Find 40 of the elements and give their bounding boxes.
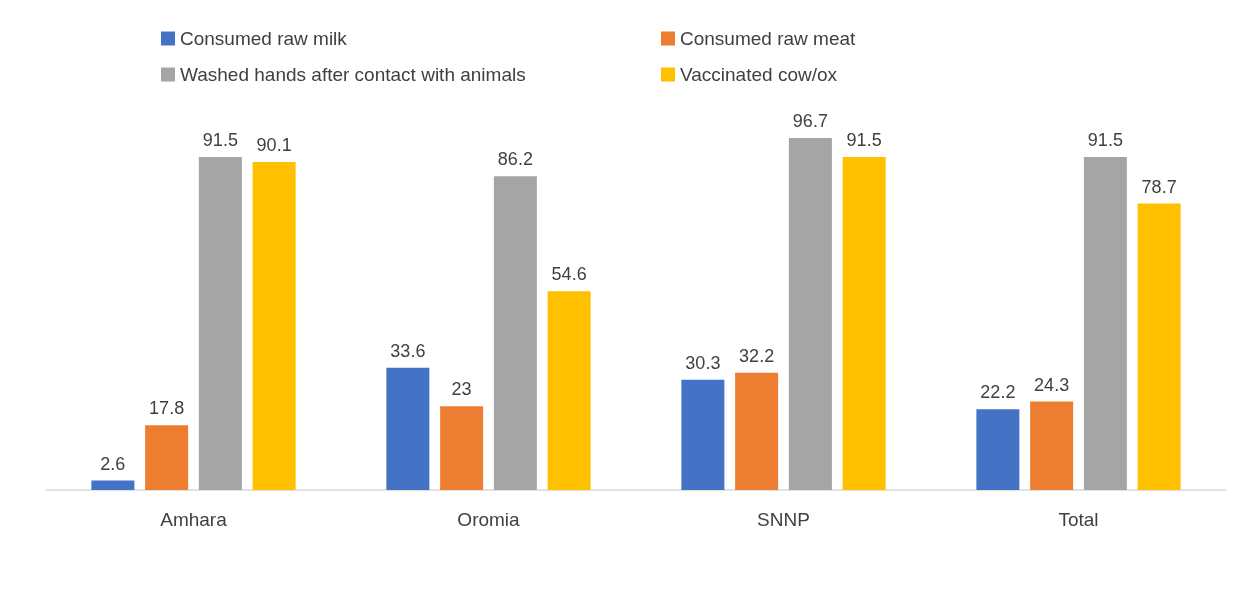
- data-label: 2.6: [100, 453, 126, 474]
- data-label: 30.3: [685, 352, 721, 373]
- data-label: 17.8: [149, 398, 185, 419]
- data-label: 23: [451, 379, 472, 400]
- data-label: 24.3: [1034, 374, 1070, 395]
- x-tick-label: Oromia: [457, 509, 521, 530]
- bar: [735, 372, 779, 490]
- bar: [976, 409, 1020, 490]
- bar: [547, 291, 591, 490]
- bar: [788, 138, 832, 490]
- data-label: 86.2: [497, 149, 533, 170]
- x-tick-label: Amhara: [160, 509, 228, 530]
- legend-label: Washed hands after contact with animals: [180, 64, 526, 85]
- data-label: 33.6: [390, 340, 426, 361]
- bar: [1030, 401, 1074, 490]
- data-label: 91.5: [1087, 129, 1123, 150]
- data-label: 91.5: [202, 129, 238, 150]
- data-label: 54.6: [551, 264, 587, 285]
- x-tick-label: SNNP: [757, 509, 810, 530]
- bar: [1083, 156, 1127, 490]
- legend-label: Consumed raw milk: [180, 28, 348, 49]
- data-label: 90.1: [256, 135, 292, 156]
- bar: [91, 480, 135, 490]
- data-label: 96.7: [792, 111, 828, 131]
- bar: [386, 367, 430, 490]
- data-label: 32.2: [739, 345, 775, 366]
- legend-label: Consumed raw meat: [680, 28, 857, 49]
- data-label: 78.7: [1141, 176, 1177, 197]
- bar: [145, 425, 189, 490]
- data-label: 91.5: [846, 129, 882, 150]
- bar: [842, 156, 886, 490]
- bar: [252, 162, 296, 490]
- bar: [1137, 203, 1181, 490]
- bar: [681, 379, 725, 490]
- bar: [493, 176, 537, 490]
- bar: [440, 406, 484, 490]
- bar: [198, 156, 242, 490]
- data-label: 22.2: [980, 382, 1016, 403]
- legend-label: Vaccinated cow/ox: [680, 64, 838, 85]
- x-tick-label: Total: [1058, 509, 1099, 530]
